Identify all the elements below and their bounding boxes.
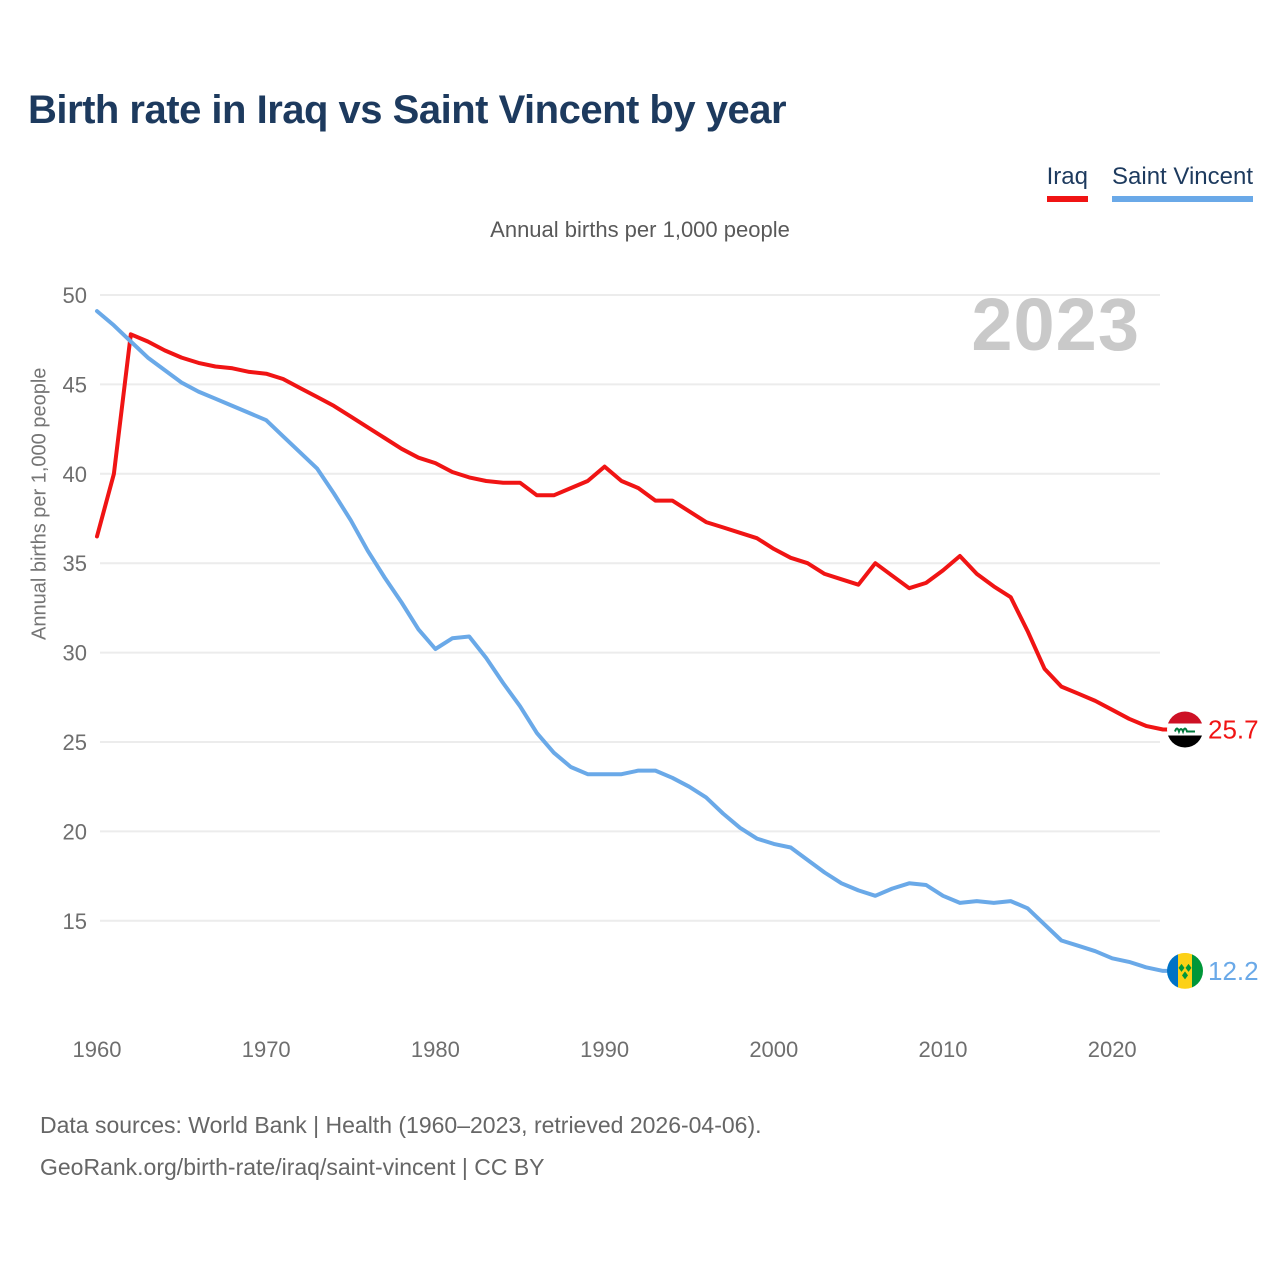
page-title: Birth rate in Iraq vs Saint Vincent by y… (28, 88, 787, 132)
georank-url-line: GeoRank.org/birth-rate/iraq/saint-vincen… (40, 1154, 545, 1180)
y-tick-label: 20 (63, 819, 87, 844)
chart-footer: Data sources: World Bank | Health (1960–… (40, 1104, 762, 1188)
y-tick-label: 30 (63, 641, 87, 666)
y-tick-label: 50 (63, 283, 87, 308)
y-tick-label: 15 (63, 909, 87, 934)
saint-vincent-end-value-label: 12.2 (1208, 956, 1259, 986)
legend-item-saint-vincent[interactable]: Saint Vincent (1112, 163, 1253, 202)
y-tick-label: 45 (63, 372, 87, 397)
x-tick-label: 2000 (749, 1037, 798, 1062)
y-tick-label: 40 (63, 462, 87, 487)
x-tick-label: 1990 (580, 1037, 629, 1062)
x-tick-label: 1970 (242, 1037, 291, 1062)
x-tick-label: 2010 (919, 1037, 968, 1062)
saint-vincent-flag-icon (1167, 952, 1203, 989)
iraq-flag-icon (1167, 711, 1203, 748)
legend-item-iraq[interactable]: Iraq (1046, 163, 1088, 202)
saint-vincent-line (95, 309, 1169, 973)
y-tick-label: 35 (63, 551, 87, 576)
iraq-line (95, 332, 1169, 732)
iraq-end-value-label: 25.7 (1208, 714, 1259, 744)
data-sources-line: Data sources: World Bank | Health (1960–… (40, 1112, 762, 1138)
x-tick-label: 1960 (73, 1037, 122, 1062)
x-tick-label: 1980 (411, 1037, 460, 1062)
watermark-year: 2023 (971, 283, 1140, 366)
chart-subtitle: Annual births per 1,000 people (490, 217, 790, 242)
y-tick-label: 25 (63, 730, 87, 755)
x-tick-label: 2020 (1088, 1037, 1137, 1062)
legend: Iraq Saint Vincent (1046, 163, 1253, 202)
